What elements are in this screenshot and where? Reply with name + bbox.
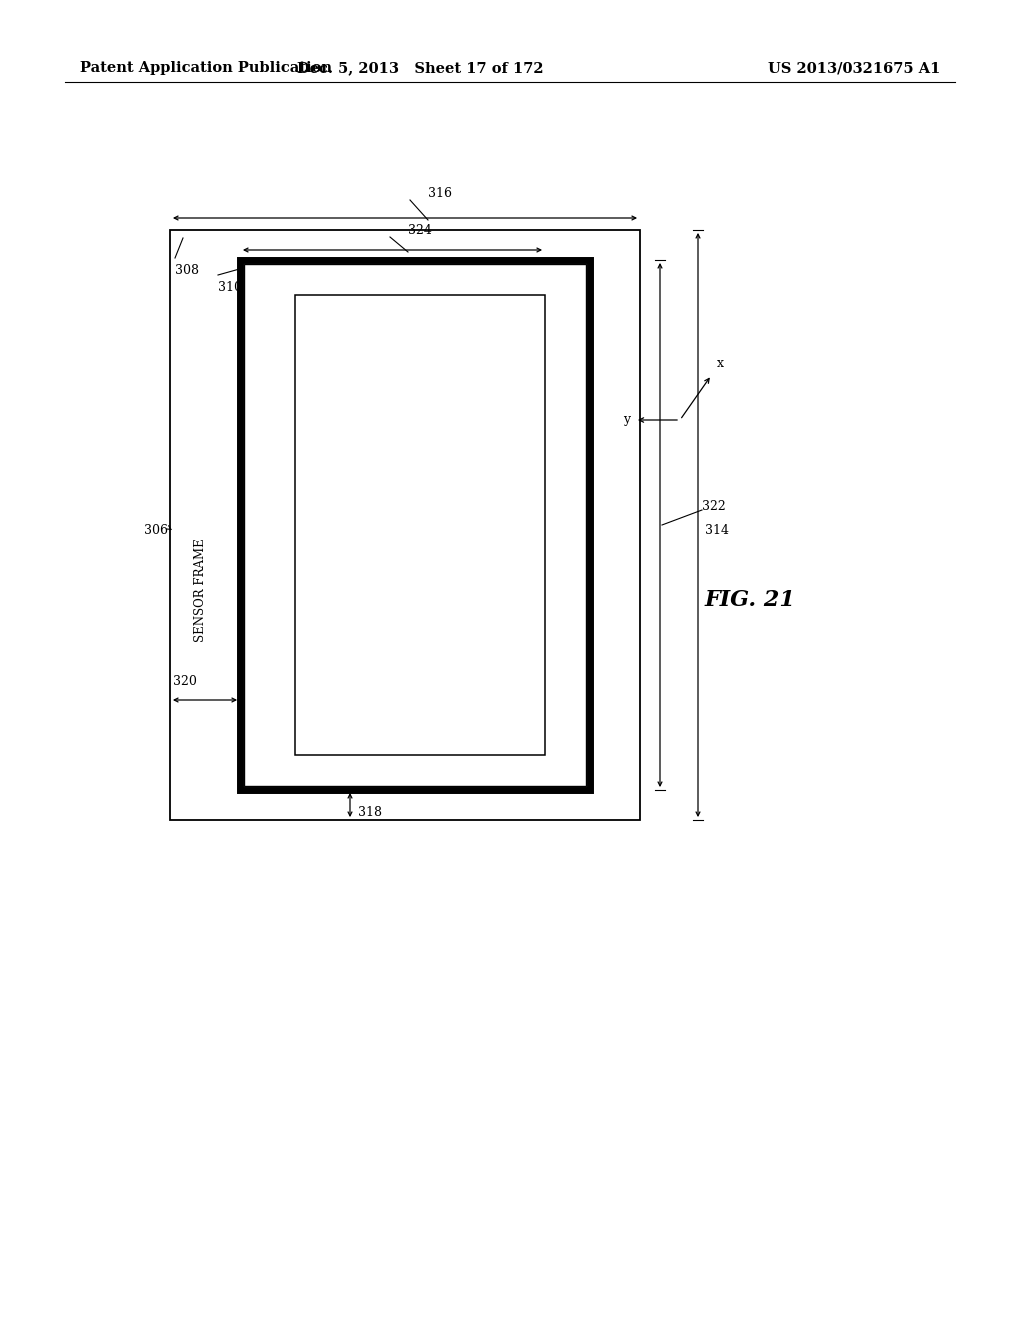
Text: 308: 308 [175,264,199,277]
Text: 312: 312 [255,312,279,323]
Text: 320: 320 [173,675,197,688]
Text: Patent Application Publication: Patent Application Publication [80,61,332,75]
Text: y: y [623,413,630,426]
Text: FIG. 21: FIG. 21 [705,589,796,611]
Text: 324: 324 [408,224,432,238]
Text: 310: 310 [218,281,242,294]
Text: 318: 318 [358,805,382,818]
Text: Dec. 5, 2013   Sheet 17 of 172: Dec. 5, 2013 Sheet 17 of 172 [297,61,544,75]
Text: 322: 322 [702,499,726,512]
Bar [240,260,590,789]
Text: ACTIVE REGION: ACTIVE REGION [324,488,337,591]
Text: x: x [717,356,724,370]
Text: 314: 314 [705,524,729,536]
Text: 316: 316 [428,187,452,201]
Bar [295,294,545,755]
Text: US 2013/0321675 A1: US 2013/0321675 A1 [768,61,940,75]
Text: RAW  FRAME: RAW FRAME [258,539,271,622]
Text: 306: 306 [144,524,168,536]
Text: SENSOR FRAME: SENSOR FRAME [194,539,207,642]
Text: 326: 326 [328,755,352,768]
Text: 328: 328 [246,635,270,648]
Bar [170,230,640,820]
Bar [244,264,586,785]
